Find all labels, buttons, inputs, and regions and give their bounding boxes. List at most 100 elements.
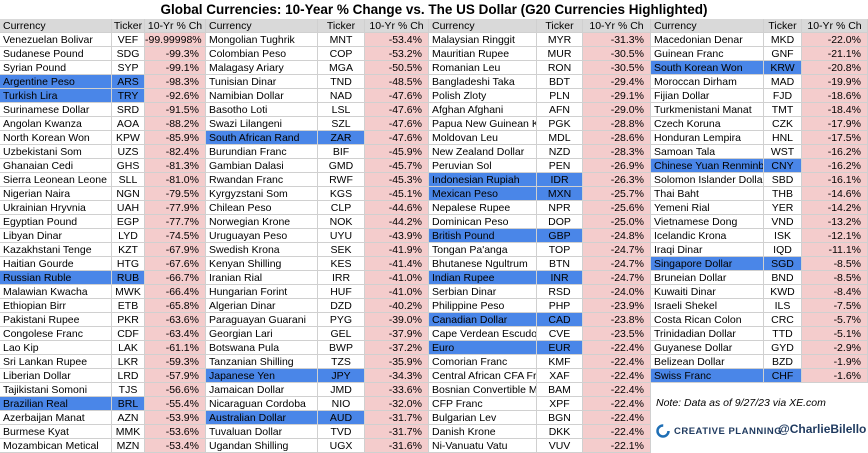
change: -8.5% [802,271,868,285]
ticker: BGN [537,411,583,425]
currency-name: Singapore Dollar [651,257,764,271]
currency-name: Bruneian Dollar [651,271,764,285]
currency-name: Paraguayan Guarani [206,313,318,327]
ticker: GYD [764,341,802,355]
ticker: TND [318,75,365,89]
ticker: LKR [112,355,145,369]
change: -79.5% [145,187,206,201]
change: -53.2% [365,47,429,61]
currency-name: Russian Ruble [0,271,112,285]
header-ticker: Ticker [764,19,802,33]
header-ticker: Ticker [537,19,583,33]
change: -14.2% [802,201,868,215]
currency-name: Kyrgyzstani Som [206,187,318,201]
ticker: CAD [537,313,583,327]
change: -43.9% [365,229,429,243]
ticker: TOP [537,243,583,257]
change: -8.5% [802,257,868,271]
currency-name: Bulgarian Lev [429,411,537,425]
ticker: PEN [537,159,583,173]
ticker: IDR [537,173,583,187]
ticker: LAK [112,341,145,355]
header-ticker: Ticker [112,19,145,33]
change: -74.5% [145,229,206,243]
currency-name: Cape Verdean Escudo [429,327,537,341]
change: -21.1% [802,47,868,61]
currency-name: Sudanese Pound [0,47,112,61]
ticker: GHS [112,159,145,173]
change: -88.2% [145,117,206,131]
change: -77.7% [145,215,206,229]
change: -61.1% [145,341,206,355]
ticker: PKR [112,313,145,327]
ticker: KES [318,257,365,271]
currency-name: Guinean Franc [651,47,764,61]
ticker: TVD [318,425,365,439]
ticker: ZAR [318,131,365,145]
ticker: DZD [318,299,365,313]
currency-name: Danish Krone [429,425,537,439]
brand: CREATIVE PLANNING [656,424,782,438]
ticker: NIO [318,397,365,411]
currency-name: Ethiopian Birr [0,299,112,313]
currency-name: Peruvian Sol [429,159,537,173]
brand-name: CREATIVE PLANNING [674,425,783,437]
ticker: HNL [764,131,802,145]
ticker: NAD [318,89,365,103]
ticker: GBP [537,229,583,243]
ticker: XPF [537,397,583,411]
change: -44.2% [365,215,429,229]
ticker: MUR [537,47,583,61]
ticker: UGX [318,439,365,453]
ticker: TMT [764,103,802,117]
change: -31.7% [365,411,429,425]
currency-name: Honduran Lempira [651,131,764,145]
currency-name: Malaysian Ringgit [429,33,537,47]
currency-name: Argentine Peso [0,75,112,89]
currency-name: Kenyan Shilling [206,257,318,271]
currency-name: Swiss Franc [651,369,764,383]
ticker: WST [764,145,802,159]
currency-name: Bangladeshi Taka [429,75,537,89]
change: -14.6% [802,187,868,201]
ticker: RUB [112,271,145,285]
ticker: COP [318,47,365,61]
currency-name: Botswana Pula [206,341,318,355]
ticker: NGN [112,187,145,201]
header-currency: Currency [0,19,112,33]
ticker: BWP [318,341,365,355]
change: -47.6% [365,103,429,117]
currency-name: Yemeni Rial [651,201,764,215]
change: -47.6% [365,131,429,145]
title: Global Currencies: 10-Year % Change vs. … [0,0,868,20]
currency-name: Ukrainian Hryvnia [0,201,112,215]
currency-name: Dominican Peso [429,215,537,229]
ticker: CHF [764,369,802,383]
currency-name: South African Rand [206,131,318,145]
currency-name: Ni-Vanuatu Vatu [429,439,537,453]
currency-name: Comorian Franc [429,355,537,369]
ticker: KMF [537,355,583,369]
ticker: AZN [112,411,145,425]
currency-name: Swazi Lilangeni [206,117,318,131]
currency-name: Surinamese Dollar [0,103,112,117]
change: -39.0% [365,313,429,327]
change: -28.3% [583,145,651,159]
change: -23.5% [583,327,651,341]
change: -18.6% [802,89,868,103]
change: -37.2% [365,341,429,355]
currency-name: Nicaraguan Cordoba [206,397,318,411]
currency-name: Hungarian Forint [206,285,318,299]
ticker: VUV [537,439,583,453]
ticker: KPW [112,131,145,145]
ticker: GEL [318,327,365,341]
currency-name: Israeli Shekel [651,299,764,313]
currency-name: Georgian Lari [206,327,318,341]
change: -2.9% [802,341,868,355]
change: -16.1% [802,173,868,187]
currency-name: North Korean Won [0,131,112,145]
change: -65.8% [145,299,206,313]
change: -1.9% [802,355,868,369]
ticker: PHP [537,299,583,313]
ticker: BDT [537,75,583,89]
